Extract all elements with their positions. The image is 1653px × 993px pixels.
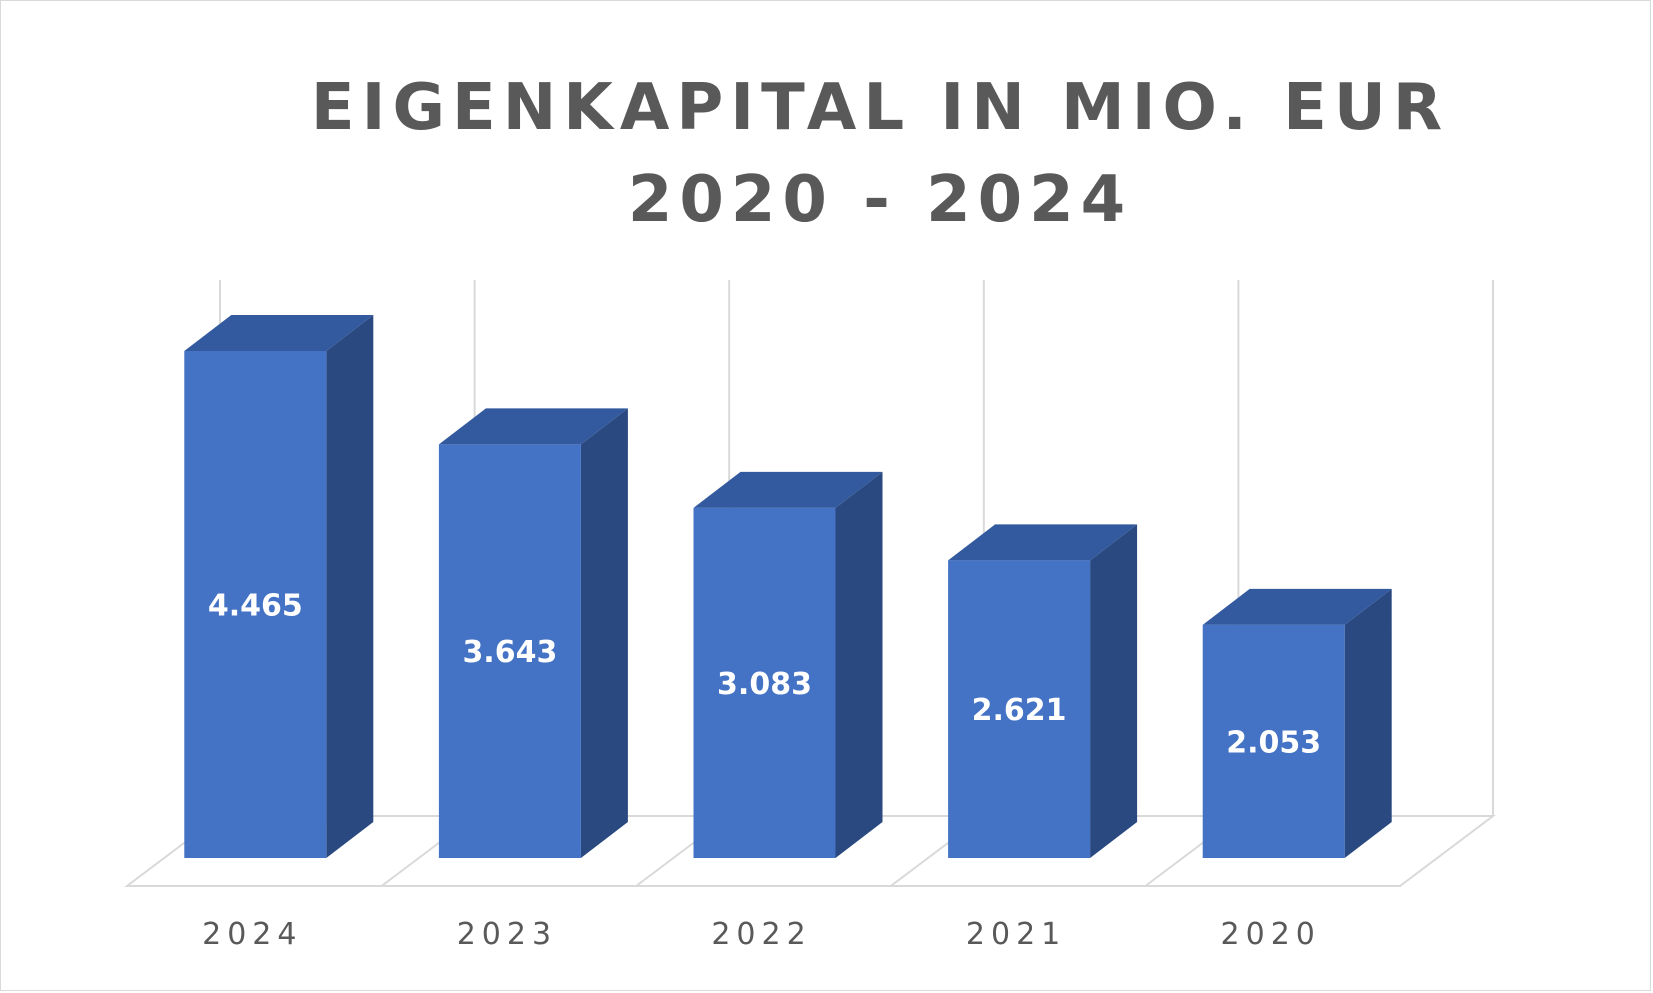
data-label: 3.083 bbox=[717, 667, 812, 702]
data-label: 3.643 bbox=[462, 635, 557, 670]
bar bbox=[438, 444, 581, 858]
bar bbox=[693, 507, 836, 858]
bar-top bbox=[438, 408, 628, 445]
bar-top bbox=[693, 471, 883, 508]
bar bbox=[1202, 624, 1345, 858]
bar-side bbox=[1090, 524, 1138, 858]
bar-side bbox=[1344, 588, 1392, 858]
bar bbox=[948, 560, 1091, 858]
x-tick-label: 2022 bbox=[711, 917, 811, 952]
x-tick-label: 2020 bbox=[1221, 917, 1321, 952]
chart-title: EIGENKAPITAL IN MIO. EUR 2020 - 2024 bbox=[310, 71, 1450, 237]
x-tick-label: 2023 bbox=[457, 917, 557, 952]
bar-top bbox=[1202, 588, 1392, 625]
bar bbox=[184, 351, 327, 858]
bar-side bbox=[326, 315, 374, 858]
data-label: 4.465 bbox=[208, 589, 303, 624]
bar-top bbox=[184, 315, 374, 351]
data-label: 2.053 bbox=[1226, 725, 1321, 760]
bar-side bbox=[835, 471, 883, 858]
x-tick-label: 2024 bbox=[202, 917, 302, 952]
data-label: 2.621 bbox=[972, 693, 1067, 728]
bar-top bbox=[948, 524, 1138, 561]
bar-side bbox=[580, 408, 628, 858]
x-tick-label: 2021 bbox=[966, 917, 1066, 952]
